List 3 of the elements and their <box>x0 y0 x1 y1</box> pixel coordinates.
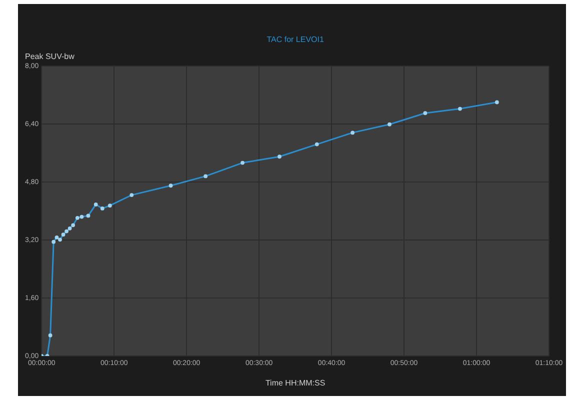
chart-title: TAC for LEVOI1 <box>266 35 324 44</box>
y-axis-title: Peak SUV-bw <box>25 52 75 62</box>
x-axis-title: Time HH:MM:SS <box>265 378 326 388</box>
